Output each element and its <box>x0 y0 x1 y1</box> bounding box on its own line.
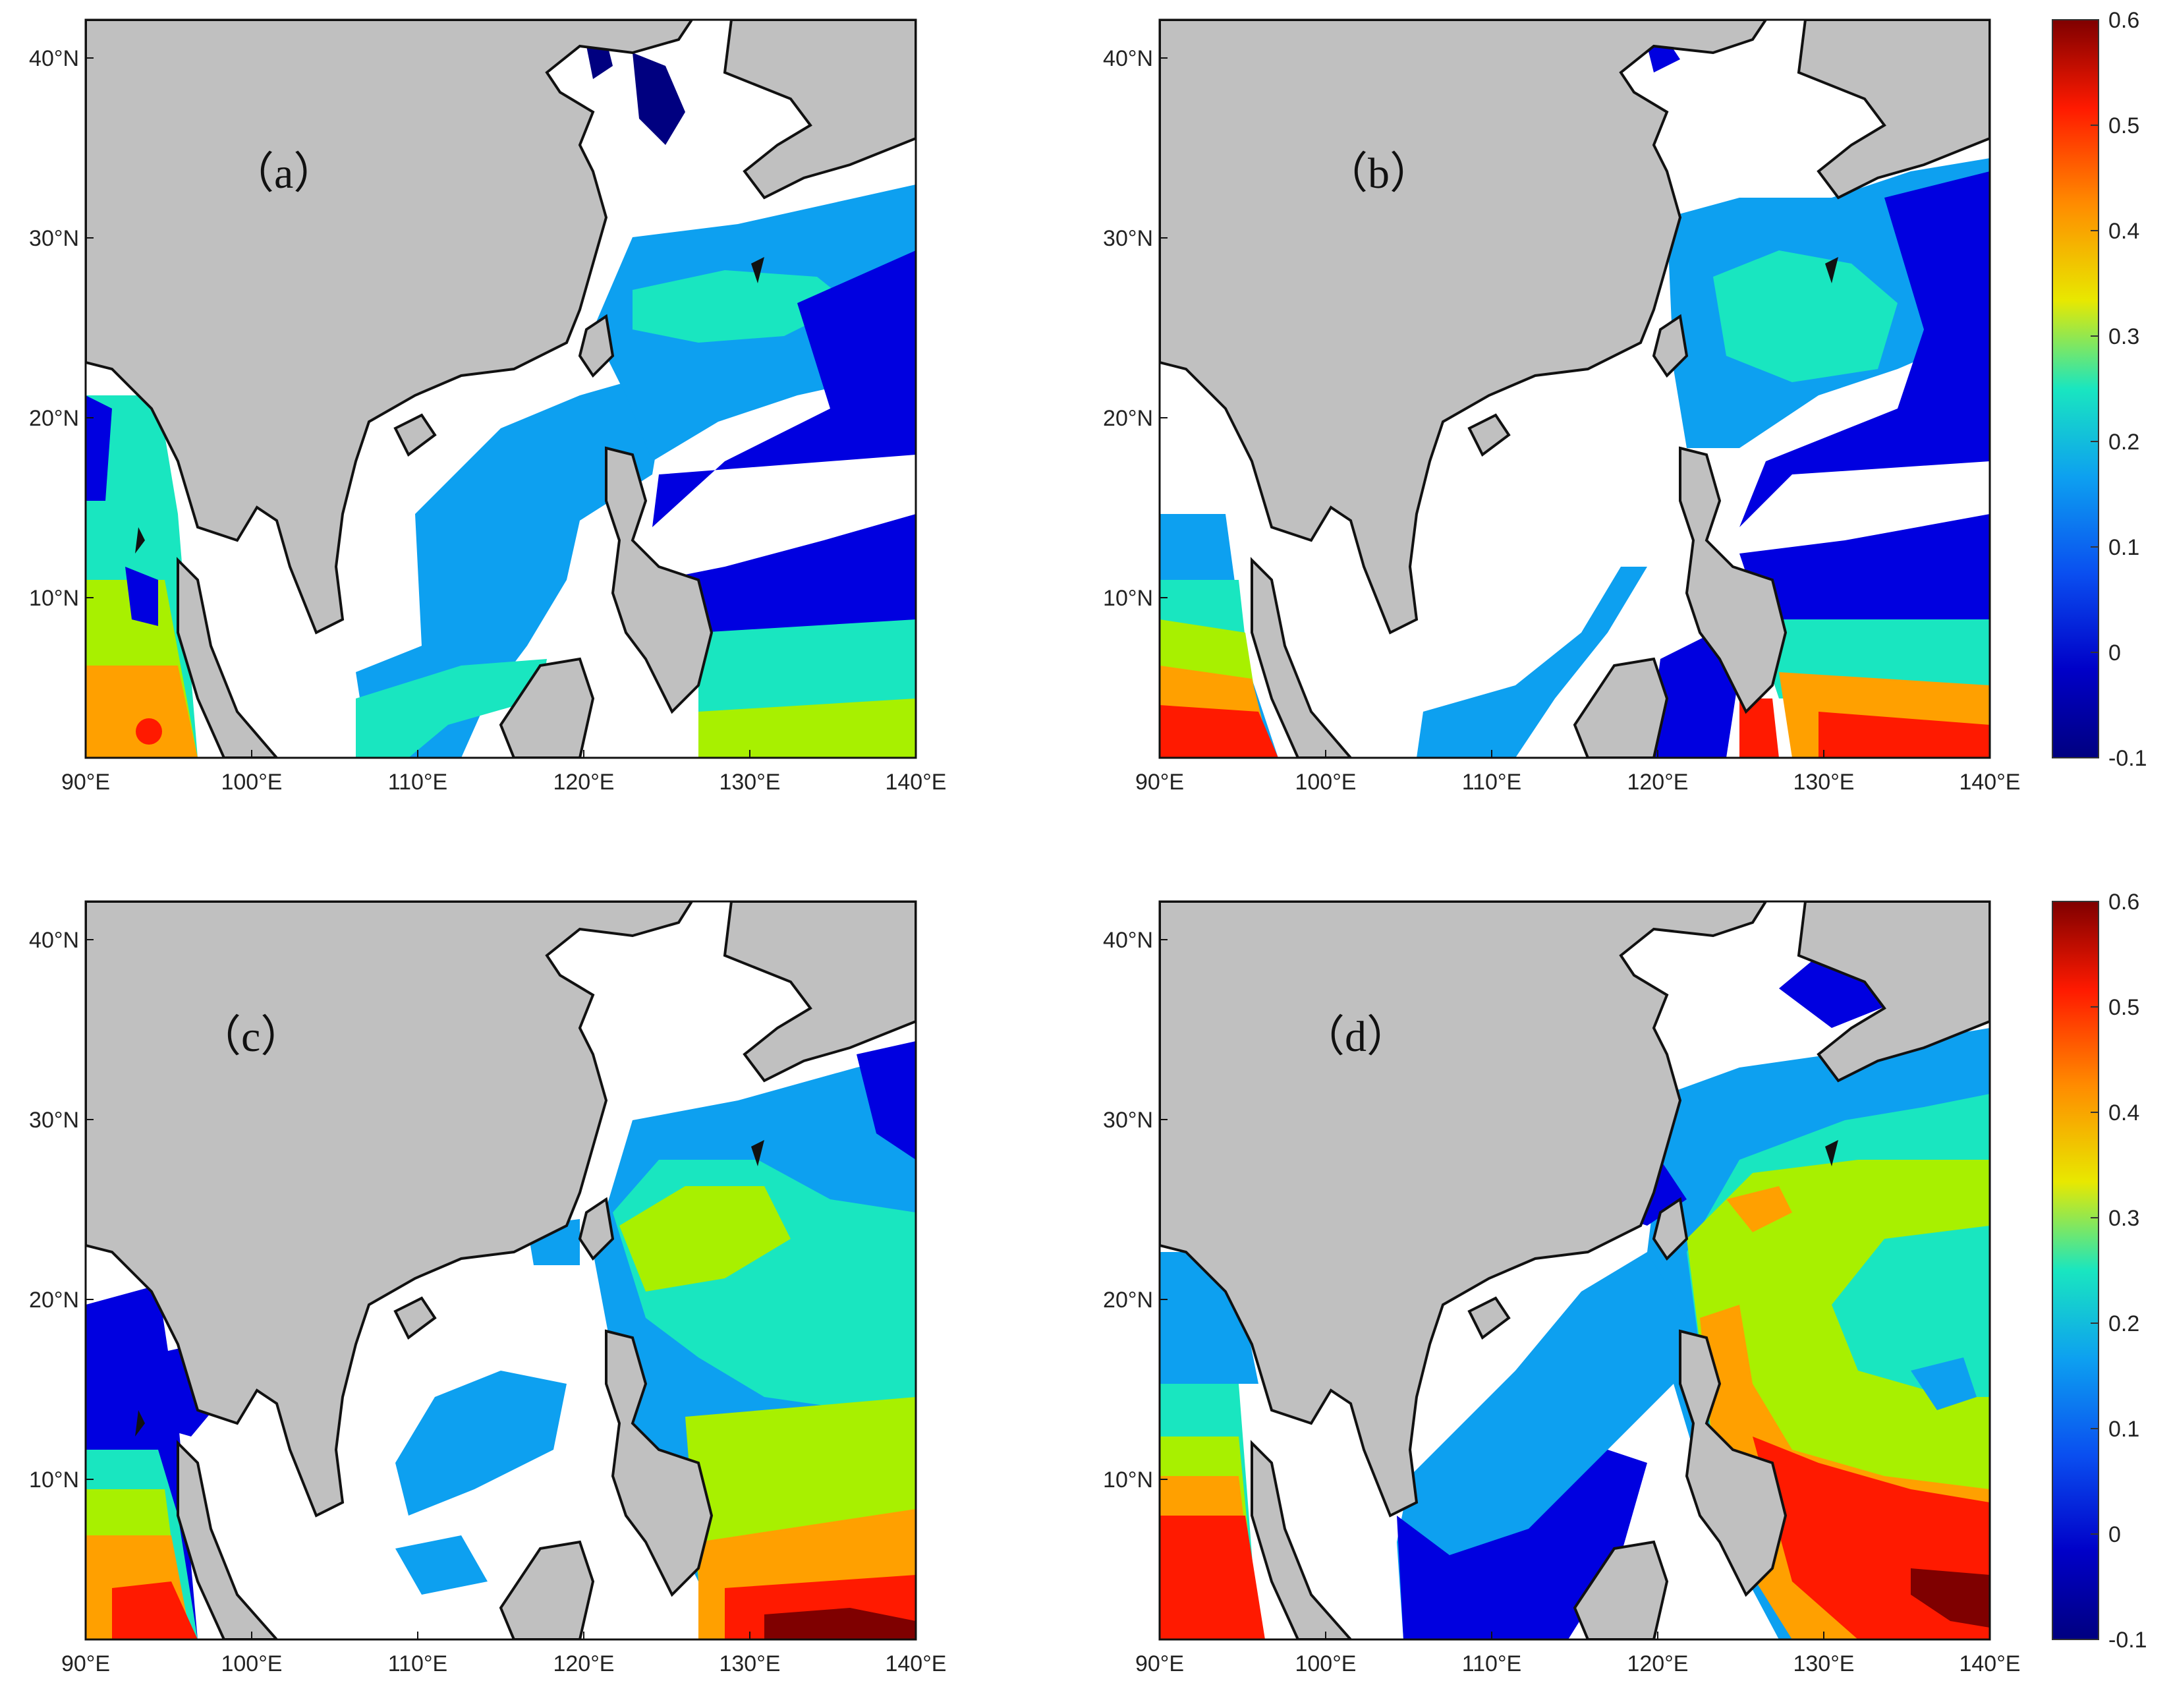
colorbar-bottom-ticks: 0.6 0.5 0.4 0.3 0.2 0.1 0 -0.1 <box>2091 890 2147 1653</box>
x-tick-label-d: 130°E <box>1793 1651 1854 1676</box>
y-tick-label-c: 10°N <box>29 1467 79 1493</box>
x-tick-label-c: 140°E <box>885 1651 946 1676</box>
colorbar-tick-label: 0 <box>2108 640 2121 666</box>
map-panel-a <box>84 18 917 759</box>
x-tick-label-d: 140°E <box>1959 1651 2020 1676</box>
y-tick-label-d: 10°N <box>1103 1467 1153 1493</box>
colorbar-tick-label: 0 <box>2108 1522 2121 1547</box>
x-tick-label-c: 100°E <box>221 1651 282 1676</box>
colorbar-tick-label: -0.1 <box>2108 1628 2147 1653</box>
colorbar-tick-label: 0.2 <box>2108 1311 2139 1336</box>
colorbar-tick-label: 0.5 <box>2108 113 2139 138</box>
x-tick-label-a: 120°E <box>553 770 614 795</box>
x-tick-label-d: 110°E <box>1462 1651 1521 1676</box>
panel-label-d: （d） <box>1301 1013 1410 1061</box>
colorbar-tick-label: 0.4 <box>2108 219 2139 244</box>
colorbar-tick-label: 0.3 <box>2108 1206 2139 1231</box>
colorbar-tick-label: 0.2 <box>2108 430 2139 455</box>
y-tick-label-a: 30°N <box>29 226 79 251</box>
x-tick-label-c: 110°E <box>388 1651 447 1676</box>
panel-label-a: （a） <box>231 150 337 198</box>
x-tick-label-b: 140°E <box>1959 770 2020 795</box>
y-tick-label-a: 40°N <box>29 46 79 71</box>
x-tick-label-b: 100°E <box>1295 770 1356 795</box>
map-panel-b <box>1158 18 1991 759</box>
x-tick-label-d: 90°E <box>1135 1651 1184 1676</box>
y-tick-label-b: 20°N <box>1103 406 1153 431</box>
panel-label-c: （c） <box>198 1013 304 1061</box>
x-tick-label-b: 110°E <box>1462 770 1521 795</box>
x-tick-label-a: 110°E <box>388 770 447 795</box>
map-panel-d <box>1158 900 1991 1641</box>
y-tick-label-b: 40°N <box>1103 46 1153 71</box>
x-tick-label-d: 120°E <box>1627 1651 1688 1676</box>
map-panel-c <box>84 900 917 1641</box>
colorbar-tick-label: 0.1 <box>2108 535 2139 560</box>
y-tick-label-d: 20°N <box>1103 1288 1153 1313</box>
x-tick-label-b: 130°E <box>1793 770 1854 795</box>
colorbar-tick-label: 0.3 <box>2108 324 2139 349</box>
colorbar-bottom: 0.6 0.5 0.4 0.3 0.2 0.1 0 -0.1 <box>2052 890 2147 1653</box>
colorbar-tick-label: 0.4 <box>2108 1100 2139 1125</box>
x-tick-label-a: 100°E <box>221 770 282 795</box>
x-tick-label-c: 130°E <box>719 1651 780 1676</box>
x-tick-label-a: 130°E <box>719 770 780 795</box>
x-tick-label-c: 120°E <box>553 1651 614 1676</box>
y-tick-label-c: 30°N <box>29 1108 79 1133</box>
x-tick-label-a: 140°E <box>885 770 946 795</box>
y-tick-label-d: 40°N <box>1103 928 1153 953</box>
axis-ticks: 90°E 100°E 110°E 120°E 130°E 140°E 40°N 30°N 20°… <box>29 46 2020 1676</box>
y-tick-label-b: 10°N <box>1103 586 1153 611</box>
y-tick-label-c: 40°N <box>29 928 79 953</box>
colorbar-tick-label: -0.1 <box>2108 746 2147 771</box>
x-tick-label-d: 100°E <box>1295 1651 1356 1676</box>
colorbar-top-ticks: 0.6 0.5 0.4 0.3 0.2 0.1 0 -0.1 <box>2091 8 2147 771</box>
y-tick-label-a: 10°N <box>29 586 79 611</box>
colorbar-tick-label: 0.6 <box>2108 890 2139 915</box>
y-tick-label-b: 30°N <box>1103 226 1153 251</box>
y-tick-label-d: 30°N <box>1103 1108 1153 1133</box>
colorbar-top: 0.6 0.5 0.4 0.3 0.2 0.1 0 -0.1 <box>2052 8 2147 771</box>
y-tick-label-a: 20°N <box>29 406 79 431</box>
colorbar-tick-label: 0.1 <box>2108 1417 2139 1442</box>
x-tick-label-b: 120°E <box>1627 770 1688 795</box>
x-tick-label-c: 90°E <box>61 1651 110 1676</box>
colorbar-tick-label: 0.6 <box>2108 8 2139 33</box>
x-tick-label-b: 90°E <box>1135 770 1184 795</box>
y-tick-label-c: 20°N <box>29 1288 79 1313</box>
panel-label-b: （b） <box>1324 150 1433 198</box>
x-tick-label-a: 90°E <box>61 770 110 795</box>
colorbar-tick-label: 0.5 <box>2108 995 2139 1020</box>
